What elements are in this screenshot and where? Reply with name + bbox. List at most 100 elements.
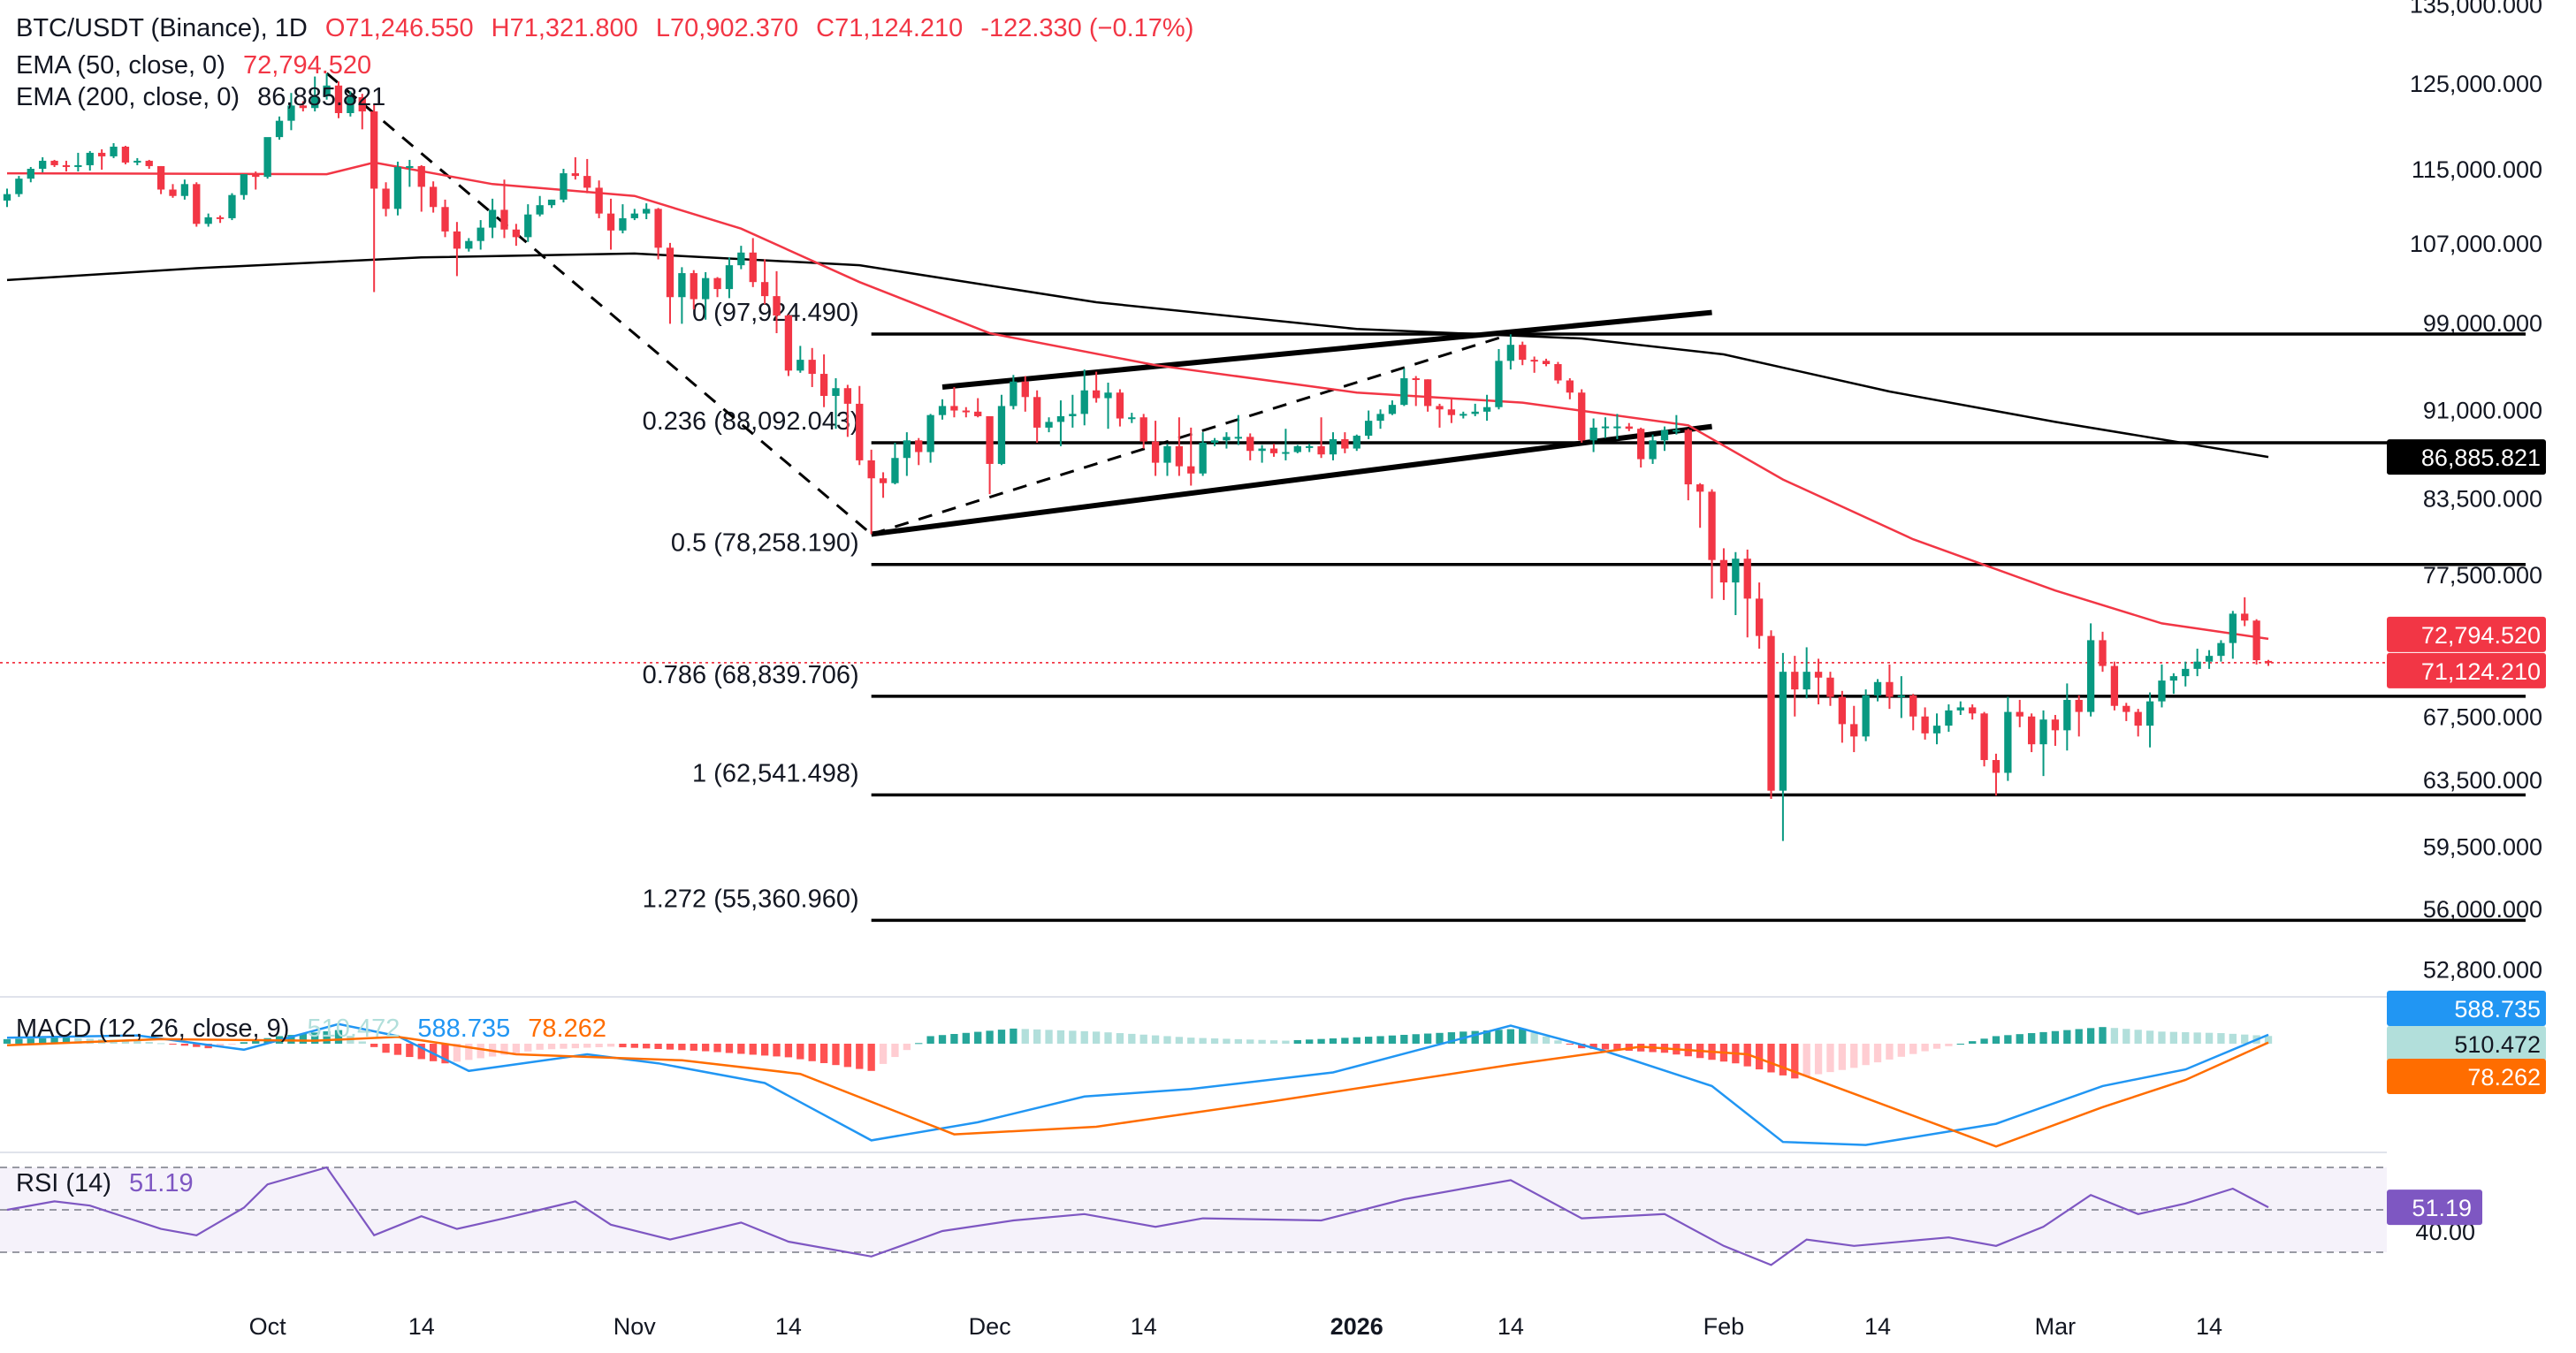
ema200-legend[interactable]: EMA (200, close, 0) 86,885.821 xyxy=(16,81,396,113)
macd-histogram-bar xyxy=(1873,1044,1882,1063)
macd-histogram-bar xyxy=(1069,1030,1077,1044)
macd-histogram-bar xyxy=(1388,1035,1397,1044)
candle-body xyxy=(2027,716,2036,745)
ema200-label: EMA (200, close, 0) xyxy=(16,83,240,111)
candle-body xyxy=(2193,661,2201,669)
candle-body xyxy=(1293,445,1301,452)
candle-body xyxy=(926,414,934,452)
candle-body xyxy=(1423,379,1432,407)
candle-body xyxy=(903,440,911,459)
candle xyxy=(1696,483,1704,528)
price-axis-tick: 63,500.000 xyxy=(2423,767,2542,794)
time-axis-label: 14 xyxy=(408,1313,435,1340)
candle-body xyxy=(1128,417,1136,420)
macd-histogram-bar xyxy=(1969,1041,1977,1044)
candle-body xyxy=(2075,699,2083,712)
candle-body xyxy=(773,296,781,316)
candle-body xyxy=(2063,699,2071,731)
macd-pane-divider[interactable] xyxy=(0,996,2387,998)
candle-body xyxy=(997,406,1006,464)
candle xyxy=(263,137,271,179)
candle xyxy=(86,150,94,171)
candle xyxy=(1826,672,1834,706)
candle xyxy=(986,415,994,495)
candle-body xyxy=(2134,711,2142,726)
candle xyxy=(784,314,793,376)
macd-histogram-bar xyxy=(583,1044,591,1048)
candle xyxy=(654,208,662,260)
macd-histogram-bar xyxy=(287,1035,295,1044)
candle-body xyxy=(643,209,651,214)
macd-histogram-bar xyxy=(299,1033,307,1044)
price-axis-badge: 72,794.520 xyxy=(2421,622,2541,649)
candle xyxy=(1566,378,1574,399)
candle xyxy=(2075,695,2083,737)
macd-histogram-bar xyxy=(1329,1038,1338,1044)
macd-histogram-bar xyxy=(1282,1040,1290,1044)
candle-body xyxy=(1767,635,1775,791)
macd-histogram-bar xyxy=(986,1030,994,1044)
macd-histogram-bar xyxy=(702,1044,710,1052)
candle-body xyxy=(169,189,177,196)
candle xyxy=(1969,704,1977,720)
macd-histogram-bar xyxy=(595,1044,603,1047)
macd-histogram-bar xyxy=(547,1044,556,1050)
candle xyxy=(1613,414,1621,439)
macd-histogram-bar xyxy=(1258,1039,1266,1044)
candle xyxy=(62,160,71,172)
candle-body xyxy=(74,164,82,167)
ema50-legend[interactable]: EMA (50, close, 0) 72,794.520 xyxy=(16,49,382,81)
macd-histogram-bar xyxy=(1151,1035,1160,1044)
candle-body xyxy=(713,277,721,290)
candle-body xyxy=(2217,642,2225,657)
candle-body xyxy=(2016,711,2023,717)
candle-body xyxy=(1992,760,2001,773)
symbol-title[interactable]: BTC/USDT (Binance), 1D xyxy=(16,14,308,42)
price-axis-tick: 83,500.000 xyxy=(2423,485,2542,512)
candle xyxy=(926,414,934,463)
rsi-pane-divider[interactable] xyxy=(0,1152,2387,1153)
macd-legend[interactable]: MACD (12, 26, close, 9) 510.472 588.735 … xyxy=(16,1013,617,1045)
candle-body xyxy=(819,374,828,397)
macd-histogram-bar xyxy=(1980,1038,1988,1044)
candle xyxy=(27,166,34,183)
candle xyxy=(1128,413,1136,423)
candle-body xyxy=(62,164,71,167)
macd-histogram-bar xyxy=(1554,1040,1562,1044)
candle-body xyxy=(1732,559,1740,583)
macd-histogram-bar xyxy=(50,1038,58,1044)
candle xyxy=(1601,417,1610,438)
macd-histogram-bar xyxy=(1139,1034,1147,1044)
candle-body xyxy=(382,188,390,209)
price-axis-tick: 91,000.000 xyxy=(2423,397,2542,423)
candle-body xyxy=(110,146,118,156)
candle xyxy=(1234,414,1242,445)
candle-body xyxy=(630,213,638,218)
candle-body xyxy=(1755,598,1764,636)
candle-body xyxy=(1932,726,1941,734)
candle-body xyxy=(299,105,307,109)
rsi-legend[interactable]: RSI (14) 51.19 xyxy=(16,1167,204,1199)
macd-histogram-bar xyxy=(74,1038,82,1044)
candle-body xyxy=(856,403,864,460)
macd-histogram-bar xyxy=(571,1044,579,1049)
candle xyxy=(1945,704,1953,733)
macd-histogram-bar xyxy=(2051,1030,2060,1044)
candle xyxy=(1210,437,1219,446)
macd-histogram-bar xyxy=(997,1030,1006,1044)
candle xyxy=(702,271,710,320)
candle xyxy=(2027,713,2036,753)
candle xyxy=(1589,418,1597,452)
candle xyxy=(453,222,461,277)
candle xyxy=(2134,709,2142,737)
candle-body xyxy=(1542,361,1551,364)
candle-body xyxy=(1436,406,1444,410)
candle xyxy=(500,179,508,239)
candle xyxy=(915,437,923,466)
candle-body xyxy=(1566,380,1574,393)
candle xyxy=(74,152,82,172)
macd-histogram-bar xyxy=(1519,1028,1527,1044)
candle xyxy=(2063,683,2071,751)
candle xyxy=(2110,661,2119,711)
